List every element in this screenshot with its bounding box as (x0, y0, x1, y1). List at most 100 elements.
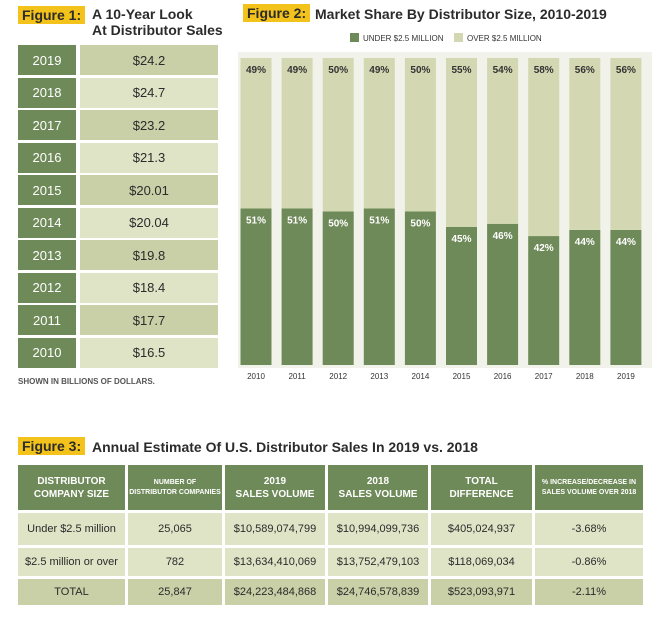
bar-segment (487, 58, 519, 224)
header-cell: NUMBER OF DISTRIBUTOR COMPANIES (128, 465, 222, 510)
table-cell: $405,024,937 (431, 513, 532, 545)
header-cell: TOTAL DIFFERENCE (431, 465, 532, 510)
x-tick-label: 2016 (494, 372, 512, 381)
year-cell: 2015 (18, 175, 76, 205)
header-cell: DISTRIBUTOR COMPANY SIZE (18, 465, 125, 510)
header-line: TOTAL (465, 475, 498, 487)
value-cell: $20.04 (80, 207, 218, 238)
header-cell: 2018 SALES VOLUME (328, 465, 428, 510)
value-label: 56% (575, 65, 595, 76)
table-cell: $523,093,971 (431, 579, 532, 605)
bar-segment (569, 58, 601, 230)
bar-segment (569, 229, 601, 365)
chart: UNDER $2.5 MILLION OVER $2.5 MILLION 51% 49… (238, 33, 652, 381)
x-tick-label: 2012 (329, 372, 347, 381)
chart-title: Market Share By Distributor Size, 2010-2… (315, 6, 607, 22)
x-tick-label: 2013 (370, 372, 388, 381)
value-label: 54% (493, 65, 513, 76)
value-label: 44% (616, 237, 636, 248)
value-cell: $24.2 (80, 45, 218, 75)
table-cell: $13,752,479,103 (328, 548, 428, 576)
table-cell: $24,223,484,868 (225, 579, 325, 605)
header-line: DISTRIBUTOR COMPANIES (129, 488, 221, 496)
value-label: 56% (616, 65, 636, 76)
header-line: SALES VOLUME OVER 2018 (541, 488, 637, 496)
value-label: 49% (246, 65, 266, 76)
legend-swatch (350, 33, 359, 42)
table-cell: $118,069,034 (431, 548, 532, 576)
header-line: DISTRIBUTOR (37, 475, 106, 487)
bar-segment (528, 236, 560, 365)
header-cell: 2019 SALES VOLUME (225, 465, 325, 510)
header-line: DIFFERENCE (449, 488, 514, 500)
value-cell: $17.7 (80, 305, 218, 335)
bar-segment (446, 226, 477, 365)
value-label: 45% (451, 234, 471, 245)
value-label: 50% (410, 219, 430, 230)
x-tick-label: 2011 (288, 372, 306, 381)
year-cell: 2018 (18, 77, 76, 108)
year-cell: 2010 (18, 337, 76, 368)
table-cell: Under $2.5 million (18, 513, 125, 545)
table-cell: TOTAL (18, 579, 125, 605)
table-cell: $2.5 million or over (18, 548, 125, 576)
legend-label: OVER $2.5 MILLION (467, 34, 542, 43)
bar-segment (363, 58, 395, 209)
x-tick-label: 2019 (617, 372, 635, 381)
x-tick-label: 2010 (247, 372, 265, 381)
table-cell: 782 (128, 548, 222, 576)
header-line: SALES VOLUME (338, 488, 418, 500)
table-cell: $10,589,074,799 (225, 513, 325, 545)
x-tick-label: 2014 (412, 372, 430, 381)
year-cell: 2017 (18, 110, 76, 140)
x-tick-label: 2017 (535, 372, 553, 381)
value-label: 42% (534, 243, 554, 254)
header-line: NUMBER OF (153, 478, 197, 486)
title-line: A 10-Year Look (92, 6, 193, 22)
value-cell: $20.01 (80, 175, 218, 205)
table-cell: $13,634,410,069 (225, 548, 325, 576)
bar-segment (240, 58, 272, 209)
bar-segment (322, 58, 354, 212)
value-cell: $23.2 (80, 110, 218, 140)
bar-segment (281, 208, 313, 365)
value-cell: $24.7 (80, 77, 218, 108)
table-cell: 25,847 (128, 579, 222, 605)
header-line: COMPANY SIZE (33, 488, 110, 500)
bar-segment (363, 208, 395, 365)
table-cell: 25,065 (128, 513, 222, 545)
value-label: 51% (369, 215, 389, 226)
header-line: % INCREASE/DECREASE IN (541, 478, 637, 486)
figure-title: A 10-Year Look At Distributor Sales (92, 6, 223, 38)
bar-segment (322, 211, 354, 365)
figure-label: Figure 1: (18, 6, 86, 24)
year-cell: 2014 (18, 207, 76, 238)
bar-segment (240, 208, 272, 365)
table-cell: -3.68% (535, 513, 643, 545)
figure-label: Figure 2: (243, 4, 311, 22)
x-tick-label: 2018 (576, 372, 594, 381)
year-cell: 2012 (18, 272, 76, 303)
table-cell: -2.11% (535, 579, 643, 605)
bar-segment (528, 58, 560, 237)
table-cell: $24,746,578,839 (328, 579, 428, 605)
value-label: 55% (451, 65, 471, 76)
bar-segment (404, 211, 436, 365)
value-label: 58% (534, 65, 554, 76)
value-cell: $19.8 (80, 240, 218, 270)
header-line: SALES VOLUME (235, 488, 315, 500)
header-line: 2018 (366, 475, 390, 487)
figure-title: Annual Estimate Of U.S. Distributor Sale… (92, 439, 478, 455)
header-cell: % INCREASE/DECREASE IN SALES VOLUME OVER … (535, 465, 643, 510)
x-tick-label: 2015 (453, 372, 471, 381)
value-label: 44% (575, 237, 595, 248)
bar-segment (281, 58, 313, 209)
bar-segment (446, 58, 477, 227)
note: SHOWN IN BILLIONS OF DOLLARS. (18, 377, 155, 386)
year-cell: 2013 (18, 240, 76, 270)
bar-segment (487, 223, 519, 365)
table-cell: -0.86% (535, 548, 643, 576)
value-label: 49% (369, 65, 389, 76)
value-cell: $18.4 (80, 272, 218, 303)
